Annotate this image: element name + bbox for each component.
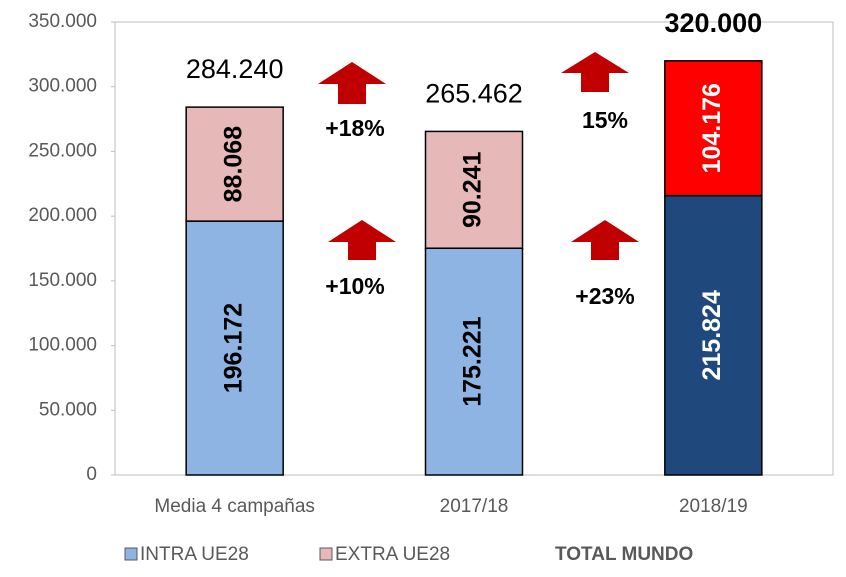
bar-segment bbox=[424, 130, 524, 249]
legend-label: EXTRA UE28 bbox=[335, 544, 450, 565]
arrow bbox=[328, 220, 396, 260]
legend-swatch bbox=[319, 547, 333, 561]
annotation: +18% bbox=[325, 115, 384, 141]
total-label: 320.000 bbox=[665, 8, 763, 38]
y-tick-label: 300.000 bbox=[28, 76, 97, 97]
y-tick-label: 350.000 bbox=[28, 11, 97, 32]
value-label: 196.172 bbox=[219, 303, 247, 393]
legend-swatch bbox=[124, 547, 138, 561]
arrows bbox=[318, 52, 639, 260]
arrow bbox=[571, 220, 639, 260]
y-tick-label: 150.000 bbox=[28, 270, 97, 291]
y-tick-label: 100.000 bbox=[28, 335, 97, 356]
value-label: 88.068 bbox=[219, 126, 247, 203]
x-tick-label: 2017/18 bbox=[440, 496, 509, 517]
legend-label: INTRA UE28 bbox=[140, 544, 249, 565]
x-tick-label: Media 4 campañas bbox=[154, 496, 315, 517]
arrow bbox=[561, 52, 629, 92]
x-tick-label: 2018/19 bbox=[679, 496, 748, 517]
bar-segment bbox=[664, 60, 763, 197]
annotation: 15% bbox=[582, 107, 628, 133]
value-label: 215.824 bbox=[698, 290, 726, 380]
arrow bbox=[318, 62, 386, 104]
y-tick-label: 0 bbox=[86, 464, 97, 485]
bar-segment bbox=[424, 247, 524, 476]
bar-segment bbox=[185, 106, 284, 222]
annotation: +23% bbox=[575, 283, 634, 309]
y-tick-label: 50.000 bbox=[39, 399, 97, 420]
bar-segment bbox=[664, 194, 763, 476]
total-label: 265.462 bbox=[425, 79, 523, 109]
value-label: 104.176 bbox=[698, 83, 726, 173]
annotation: +10% bbox=[325, 273, 384, 299]
value-label: 175.221 bbox=[459, 316, 487, 406]
y-tick-label: 200.000 bbox=[28, 205, 97, 226]
total-label: 284.240 bbox=[186, 54, 284, 84]
y-tick-label: 250.000 bbox=[28, 140, 97, 161]
value-label: 90.241 bbox=[459, 151, 487, 228]
bar-segment bbox=[185, 220, 284, 476]
legend-label: TOTAL MUNDO bbox=[555, 544, 693, 565]
